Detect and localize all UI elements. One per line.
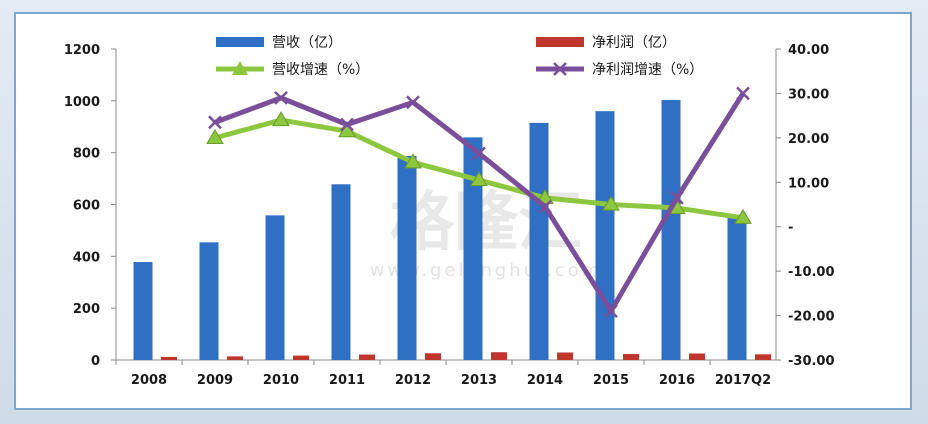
x-tick-label: 2008	[131, 373, 167, 388]
legend-label: 净利润增速（%）	[592, 62, 703, 78]
revenue-growth-point	[536, 188, 554, 204]
net-profit-bar	[293, 355, 309, 360]
revenue-growth-point	[272, 111, 290, 127]
net-profit-growth-point	[406, 95, 420, 110]
x-tick-label: 2011	[329, 373, 365, 388]
legend-marker	[553, 62, 567, 76]
net-profit-growth-point	[274, 90, 288, 105]
x-tick-label: 2017Q2	[715, 373, 771, 388]
legend-label: 营收（亿）	[272, 35, 342, 51]
revenue-bar	[661, 100, 681, 360]
revenue-growth-point	[404, 153, 422, 169]
right-tick-label: 30.00	[788, 87, 829, 102]
x-tick-label: 2012	[395, 373, 431, 388]
revenue-growth-point	[206, 128, 224, 144]
legend-label: 营收增速（%）	[272, 62, 369, 78]
chart-area: 格隆汇 www.gelonghui.com 0 200 400 600 800 1000 120…	[14, 12, 912, 410]
x-tick-label: 2010	[263, 373, 299, 388]
revenue-growth-point	[602, 195, 620, 211]
right-tick-label: -	[788, 221, 793, 236]
revenue-bar	[463, 137, 483, 360]
revenue-bar	[727, 217, 747, 360]
revenue-bar	[265, 215, 285, 360]
combo-chart: 格隆汇www.gelonghui.com02004006008001000120…	[64, 35, 835, 388]
revenue-bar	[397, 156, 417, 360]
net-profit-bar	[689, 353, 705, 360]
left-tick-label: 400	[73, 250, 100, 265]
right-tick-label: -10.00	[788, 265, 835, 280]
net-profit-bar	[359, 354, 375, 360]
x-tick-label: 2009	[197, 373, 233, 388]
left-tick-label: 800	[73, 147, 100, 162]
right-tick-label: -20.00	[788, 310, 835, 325]
x-tick-label: 2015	[593, 373, 629, 388]
x-tick-label: 2016	[659, 373, 695, 388]
left-tick-label: 1000	[64, 95, 100, 110]
revenue-bar	[331, 184, 351, 360]
revenue-bar	[133, 262, 153, 360]
right-tick-label: 20.00	[788, 132, 829, 147]
revenue-bar	[199, 242, 219, 360]
right-tick-label: 10.00	[788, 176, 829, 191]
net-profit-growth-point	[604, 304, 618, 319]
legend-marker	[232, 61, 248, 75]
net-profit-bar	[755, 354, 771, 360]
net-profit-bar	[425, 353, 441, 360]
left-tick-label: 0	[91, 354, 100, 369]
net-profit-growth-point	[736, 86, 750, 101]
net-profit-bar	[161, 356, 177, 360]
net-profit-growth-point	[670, 190, 684, 205]
net-profit-bar	[491, 352, 507, 360]
net-profit-bar	[623, 354, 639, 360]
revenue-growth-point	[470, 171, 488, 187]
left-tick-label: 1200	[64, 43, 100, 58]
left-tick-label: 200	[73, 302, 100, 317]
revenue-growth-point	[734, 208, 752, 224]
net-profit-bar	[227, 356, 243, 360]
right-tick-label: -30.00	[788, 354, 835, 369]
legend-swatch	[536, 37, 584, 47]
net-profit-growth-point	[340, 117, 354, 132]
revenue-bar	[529, 122, 549, 360]
net-profit-bar	[557, 352, 573, 360]
net-profit-growth-point	[472, 146, 486, 161]
revenue-bar	[595, 111, 615, 360]
legend-label: 净利润（亿）	[592, 35, 676, 51]
legend-swatch	[216, 37, 264, 47]
right-tick-label: 40.00	[788, 43, 829, 58]
x-tick-label: 2013	[461, 373, 497, 388]
net-profit-growth-point	[538, 199, 552, 214]
left-tick-label: 600	[73, 199, 100, 214]
net-profit-growth-point	[208, 115, 222, 130]
x-tick-label: 2014	[527, 373, 563, 388]
